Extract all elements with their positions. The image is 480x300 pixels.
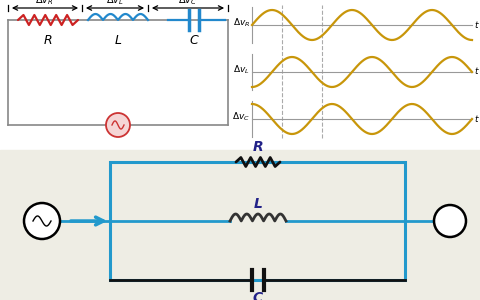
Circle shape [24,203,60,239]
Circle shape [434,205,466,237]
Bar [110,162,405,280]
Text: L: L [115,34,121,47]
Text: $\Delta v_R$: $\Delta v_R$ [233,17,250,29]
Text: R: R [252,140,264,154]
Text: R: R [44,34,52,47]
Text: $\Delta v_C$: $\Delta v_C$ [179,0,198,7]
Text: C: C [253,291,263,300]
Circle shape [106,113,130,137]
Text: $\Delta v_C$: $\Delta v_C$ [232,111,250,123]
Text: L: L [253,197,263,211]
Text: $\Delta v_R$: $\Delta v_R$ [35,0,53,7]
Bar [0,150,480,300]
Text: −: − [26,226,34,236]
Bar [0,0,480,150]
Text: t: t [474,20,478,29]
Text: $\Delta v_L$: $\Delta v_L$ [233,64,250,76]
Text: +: + [26,206,34,216]
Text: t: t [474,115,478,124]
Text: C: C [190,34,198,47]
Text: t: t [474,68,478,76]
Text: $\Delta v_L$: $\Delta v_L$ [106,0,124,7]
